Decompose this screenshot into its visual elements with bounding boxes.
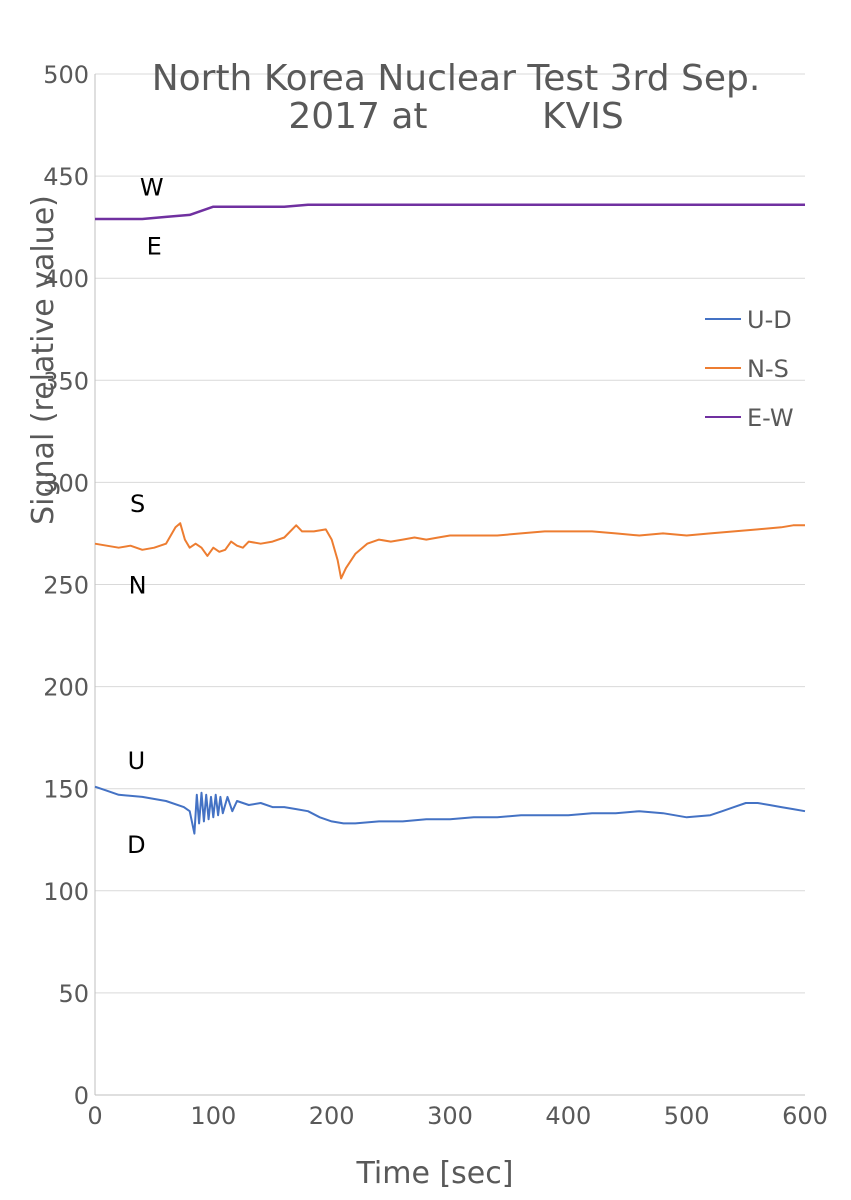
x-tick-label: 100: [190, 1102, 236, 1130]
annotation-label: S: [130, 490, 145, 518]
y-tick-label: 350: [43, 367, 89, 395]
y-tick-label: 300: [43, 469, 89, 497]
annotations: W E S N U D: [127, 173, 163, 859]
y-tick-label: 500: [43, 61, 89, 89]
annotation-label: E: [147, 233, 162, 261]
annotation-label: N: [129, 572, 147, 600]
chart-title-line1: North Korea Nuclear Test 3rd Sep.: [152, 58, 761, 99]
y-tick-label: 250: [43, 572, 89, 600]
x-tick-label: 600: [782, 1102, 828, 1130]
y-tick-label: 100: [43, 878, 89, 906]
series-line-u-d: [94, 785, 806, 835]
x-axis-title: Time [sec]: [356, 1156, 514, 1191]
x-tick-label: 500: [664, 1102, 710, 1130]
annotation-label: W: [140, 173, 164, 201]
chart-title-line2: 2017 at KVIS: [288, 96, 623, 137]
axes: 0 50 100 150 200 250 300 350 400 450 500 0 100 200 300…: [43, 61, 828, 1130]
series-lines: [94, 203, 806, 835]
x-tick-label: 0: [87, 1102, 102, 1130]
y-axis-title: Signal (relative value): [26, 195, 61, 525]
gridlines: [95, 73, 805, 994]
y-tick-label: 50: [58, 980, 89, 1008]
y-tick-label: 450: [43, 163, 89, 191]
legend-label-e-w: E-W: [747, 404, 794, 432]
y-tick-label: 200: [43, 674, 89, 702]
x-tick-label: 300: [427, 1102, 473, 1130]
series-line-e-w: [95, 203, 805, 221]
legend-label-u-d: U-D: [747, 306, 792, 334]
x-tick-label: 400: [545, 1102, 591, 1130]
y-tick-label: 0: [74, 1082, 89, 1110]
y-tick-label: 150: [43, 776, 89, 804]
annotation-label: D: [127, 831, 145, 859]
x-tick-label: 200: [309, 1102, 355, 1130]
annotation-label: U: [128, 747, 146, 775]
legend-label-n-s: N-S: [747, 355, 789, 383]
y-tick-label: 400: [43, 265, 89, 293]
series-line-n-s: [94, 522, 805, 580]
legend: U-D N-S E-W: [705, 306, 794, 432]
